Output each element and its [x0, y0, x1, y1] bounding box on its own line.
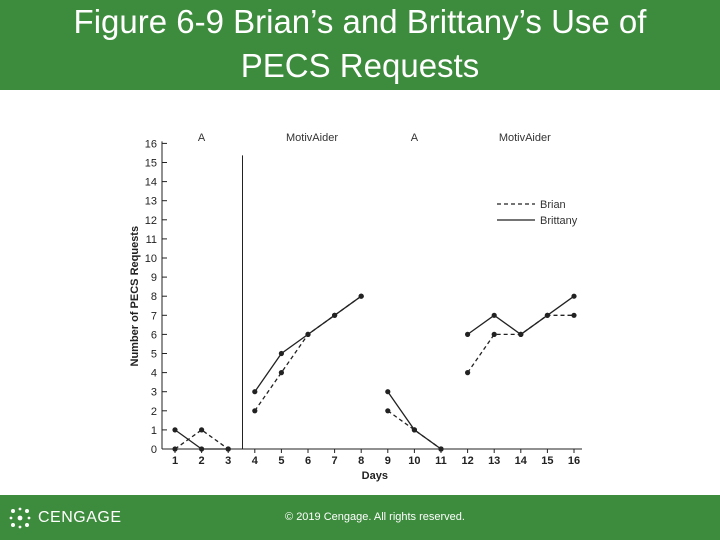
brittany-series-line [174, 429, 229, 450]
y-tick-label: 2 [151, 406, 157, 418]
brittany-data-point [252, 389, 258, 395]
brian-data-point [172, 446, 178, 452]
brian-series-line [467, 314, 574, 373]
brian-data-point [571, 312, 577, 318]
legend-label-brittany: Brittany [540, 215, 578, 227]
phase-label: A [411, 132, 419, 144]
y-tick-label: 10 [145, 253, 157, 265]
y-tick-label: 15 [145, 158, 157, 170]
phase-label: A [198, 132, 206, 144]
brittany-data-point [199, 446, 205, 452]
brittany-data-point [544, 312, 551, 318]
brian-data-point [278, 370, 284, 376]
brian-data-point [491, 331, 497, 337]
phase-label: MotivAider [286, 132, 338, 144]
x-tick-label: 1 [172, 455, 178, 467]
cengage-mark-icon [9, 507, 31, 529]
y-tick-label: 13 [145, 196, 157, 208]
y-tick-label: 9 [151, 272, 157, 284]
y-tick-label: 3 [151, 387, 157, 399]
slide-footer: CENGAGE © 2019 Cengage. All rights reser… [0, 495, 720, 540]
x-tick-label: 14 [515, 455, 528, 467]
brittany-data-point [172, 427, 178, 433]
y-tick-label: 0 [151, 444, 157, 456]
legend-label-brian: Brian [540, 199, 566, 211]
brand-name: CENGAGE [38, 509, 122, 526]
y-tick-label: 12 [145, 215, 157, 227]
y-tick-label: 7 [151, 310, 157, 322]
x-tick-label: 8 [358, 455, 364, 467]
x-axis-label: Days [362, 470, 388, 482]
brian-series-line [254, 295, 362, 412]
y-tick-label: 6 [151, 329, 157, 341]
x-tick-label: 12 [461, 455, 473, 467]
x-tick-label: 3 [225, 455, 231, 467]
slide-title-line2: PECS Requests [240, 47, 480, 84]
brian-data-point [199, 427, 205, 433]
brian-series-line [174, 429, 229, 450]
brittany-data-point [385, 389, 391, 395]
brittany-data-point [305, 331, 311, 337]
brittany-data-point [571, 293, 577, 299]
slide-title-line1: Figure 6-9 Brian’s and Brittany’s Use of [73, 3, 647, 40]
x-tick-label: 5 [278, 455, 284, 467]
brian-data-point [385, 408, 391, 414]
brittany-data-point [491, 312, 497, 318]
copyright-text: © 2019 Cengage. All rights reserved. [285, 511, 465, 523]
y-tick-label: 5 [151, 349, 157, 361]
x-tick-label: 10 [408, 455, 420, 467]
x-tick-label: 16 [568, 455, 580, 467]
brittany-data-point [332, 312, 338, 318]
y-tick-label: 8 [151, 291, 157, 303]
x-tick-label: 2 [199, 455, 205, 467]
brittany-data-point [358, 293, 364, 299]
y-tick-label: 4 [151, 368, 157, 380]
brittany-data-point [438, 446, 444, 452]
brian-data-point [465, 370, 471, 376]
y-tick-label: 1 [151, 425, 157, 437]
brittany-data-point [465, 331, 471, 337]
x-tick-label: 13 [488, 455, 500, 467]
x-tick-label: 4 [252, 455, 259, 467]
cengage-logo: CENGAGE [8, 505, 122, 531]
y-tick-label: 11 [146, 234, 157, 246]
x-tick-label: 11 [435, 455, 447, 467]
brittany-data-point [225, 446, 231, 452]
y-tick-label: 14 [145, 177, 157, 189]
brittany-series-line [387, 391, 442, 450]
y-axis-label: Number of PECS Requests [129, 226, 141, 367]
brittany-data-point [518, 331, 524, 337]
brian-data-point [252, 408, 258, 414]
brittany-series-line [467, 295, 575, 336]
phase-label: MotivAider [499, 132, 551, 144]
brittany-data-point [411, 427, 417, 433]
brian-series-line [387, 410, 442, 450]
x-tick-label: 7 [332, 455, 338, 467]
x-tick-label: 15 [541, 455, 553, 467]
brittany-series-line [254, 295, 362, 393]
x-tick-label: 9 [385, 455, 391, 467]
y-tick-label: 16 [145, 138, 157, 150]
slide-header: Figure 6-9 Brian’s and Brittany’s Use of… [0, 0, 720, 90]
x-tick-label: 6 [305, 455, 311, 467]
brittany-data-point [278, 350, 284, 357]
